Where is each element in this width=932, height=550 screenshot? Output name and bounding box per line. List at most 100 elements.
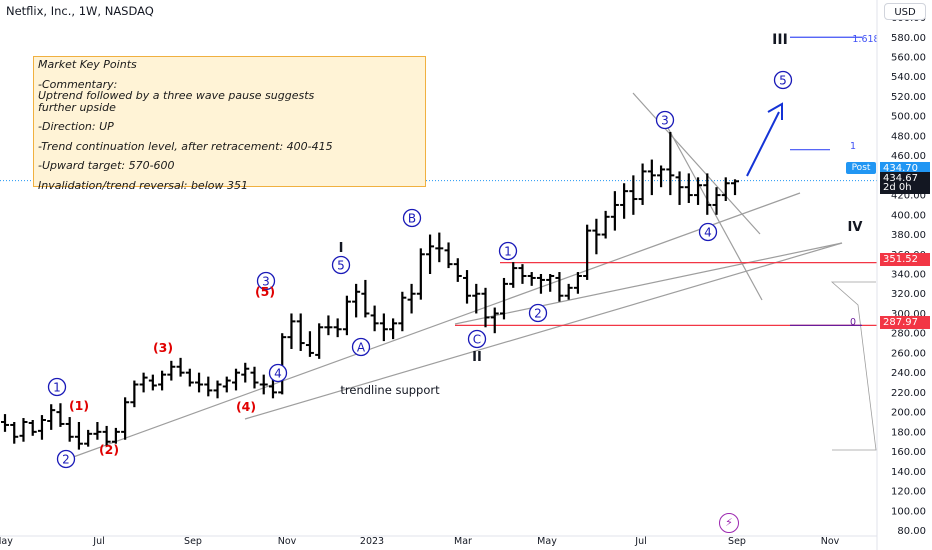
lightning-icon[interactable]: ⚡ bbox=[719, 513, 739, 533]
ohlc-bar bbox=[167, 360, 176, 381]
ohlc-bar bbox=[287, 313, 296, 349]
wave-circle bbox=[256, 271, 276, 291]
wave-circle bbox=[268, 363, 288, 383]
y-tick-label: 480.00 bbox=[891, 131, 926, 142]
x-tick-label: 2023 bbox=[360, 536, 384, 547]
ohlc-bar bbox=[435, 232, 444, 263]
ohlc-bar bbox=[93, 421, 102, 440]
wave-circle bbox=[698, 222, 718, 242]
wave-label-blue: A bbox=[351, 337, 371, 357]
wave-circle-label: 1 bbox=[504, 245, 512, 259]
ohlc-bar bbox=[426, 234, 435, 275]
ohlc-bar bbox=[629, 175, 638, 215]
ohlc-bar bbox=[370, 305, 379, 332]
ohlc-bar bbox=[19, 418, 28, 442]
roman-wave-label: I bbox=[339, 241, 344, 256]
note-line: -Commentary: bbox=[38, 77, 118, 91]
target-arrow bbox=[746, 111, 780, 177]
ohlc-bar bbox=[601, 210, 610, 239]
ohlc-bar bbox=[453, 258, 462, 282]
wave-label-blue: 2 bbox=[56, 449, 76, 469]
trendline bbox=[632, 92, 761, 235]
ohlc-bar bbox=[148, 374, 157, 391]
target-arrowhead bbox=[767, 102, 783, 120]
ohlc-bar bbox=[592, 218, 601, 255]
y-tick-label: 240.00 bbox=[891, 368, 926, 379]
y-tick-label: 260.00 bbox=[891, 348, 926, 359]
x-tick-label: Jul bbox=[92, 536, 104, 547]
ohlc-bar bbox=[444, 242, 453, 269]
market-key-points-note[interactable]: Market Key Points -Commentary: Uptrend f… bbox=[33, 56, 426, 191]
ohlc-bar bbox=[278, 333, 287, 395]
wave-label-blue: 5 bbox=[331, 255, 351, 275]
wave-circle-label: 4 bbox=[274, 367, 282, 381]
ohlc-bar bbox=[463, 270, 472, 304]
ohlc-bar bbox=[638, 163, 647, 205]
ohlc-bars bbox=[1, 131, 739, 450]
wave-circle bbox=[56, 449, 76, 469]
wave-label-blue: 1 bbox=[498, 241, 518, 261]
wave-circle-label: B bbox=[408, 212, 416, 226]
y-tick-label: 100.00 bbox=[891, 506, 926, 517]
trendlines bbox=[64, 92, 877, 461]
ohlc-bar bbox=[10, 421, 19, 444]
ohlc-bar bbox=[56, 403, 65, 427]
trendline bbox=[667, 127, 763, 301]
ohlc-bar bbox=[204, 376, 213, 397]
roman-wave-label: II bbox=[472, 350, 482, 365]
ohlc-bar bbox=[407, 283, 416, 314]
wave-label-red: (5) bbox=[255, 284, 275, 299]
last-price-tag: 434.67 bbox=[880, 172, 930, 185]
wave-circle-label: 3 bbox=[262, 275, 270, 289]
post-price-tag: 434.70 bbox=[880, 162, 930, 175]
wave-circle bbox=[498, 241, 518, 261]
y-axis: 80.00 100.00 120.00 140.00 160.00 180.00 200.0… bbox=[876, 0, 932, 550]
ohlc-bar bbox=[675, 171, 684, 205]
ohlc-bar bbox=[232, 368, 241, 391]
ohlc-bar bbox=[74, 421, 83, 450]
ohlc-bar bbox=[564, 283, 573, 300]
wave-label-blue: B bbox=[402, 208, 422, 228]
x-tick-label: Sep bbox=[184, 536, 202, 547]
ohlc-bar bbox=[102, 425, 111, 446]
ohlc-bar bbox=[694, 177, 703, 205]
y-tick-label: 340.00 bbox=[891, 270, 926, 281]
ohlc-bar bbox=[259, 374, 268, 395]
ohlc-bar bbox=[518, 264, 527, 284]
y-tick-label: 120.00 bbox=[891, 487, 926, 498]
ohlc-bar bbox=[305, 331, 314, 357]
wave-label-blue: 4 bbox=[268, 363, 288, 383]
ohlc-bar bbox=[37, 415, 46, 440]
note-line: -Upward target: 570-600 bbox=[38, 159, 175, 172]
wave-circle bbox=[467, 329, 487, 349]
level-price-tag: 351.52 bbox=[880, 253, 930, 266]
wave-label-blue: 3 bbox=[655, 110, 675, 130]
ohlc-bar bbox=[130, 380, 139, 408]
x-tick-label: Nov bbox=[278, 536, 297, 547]
wave-circle-label: 1 bbox=[53, 381, 61, 395]
currency-selector[interactable]: USD bbox=[884, 3, 926, 20]
y-tick-label: 160.00 bbox=[891, 447, 926, 458]
wave-label-red: (2) bbox=[99, 442, 119, 457]
ohlc-bar bbox=[176, 357, 185, 377]
wave-circle-label: A bbox=[357, 341, 366, 355]
wave-label-blue: 3 bbox=[256, 271, 276, 291]
fib-level-label: 1.618 bbox=[852, 34, 879, 45]
bar-countdown: 2d 0h bbox=[880, 182, 930, 194]
ohlc-bar bbox=[28, 420, 37, 436]
ohlc-bar bbox=[324, 315, 333, 336]
ohlc-bar bbox=[121, 397, 130, 440]
wave-label-blue: C bbox=[467, 329, 487, 349]
ohlc-bar bbox=[352, 283, 361, 318]
fib-level-label: 1 bbox=[850, 141, 856, 152]
ohlc-bar bbox=[195, 372, 204, 393]
wave-label-blue: 5 bbox=[773, 70, 793, 90]
ohlc-bar bbox=[721, 177, 730, 202]
wave-label-blue: 4 bbox=[698, 222, 718, 242]
wave-circle-label: 5 bbox=[337, 259, 345, 273]
x-tick-label: Sep bbox=[728, 536, 746, 547]
y-tick-label: 540.00 bbox=[891, 72, 926, 83]
y-tick-label: 180.00 bbox=[891, 427, 926, 438]
wave-label-blue: 1 bbox=[47, 377, 67, 397]
